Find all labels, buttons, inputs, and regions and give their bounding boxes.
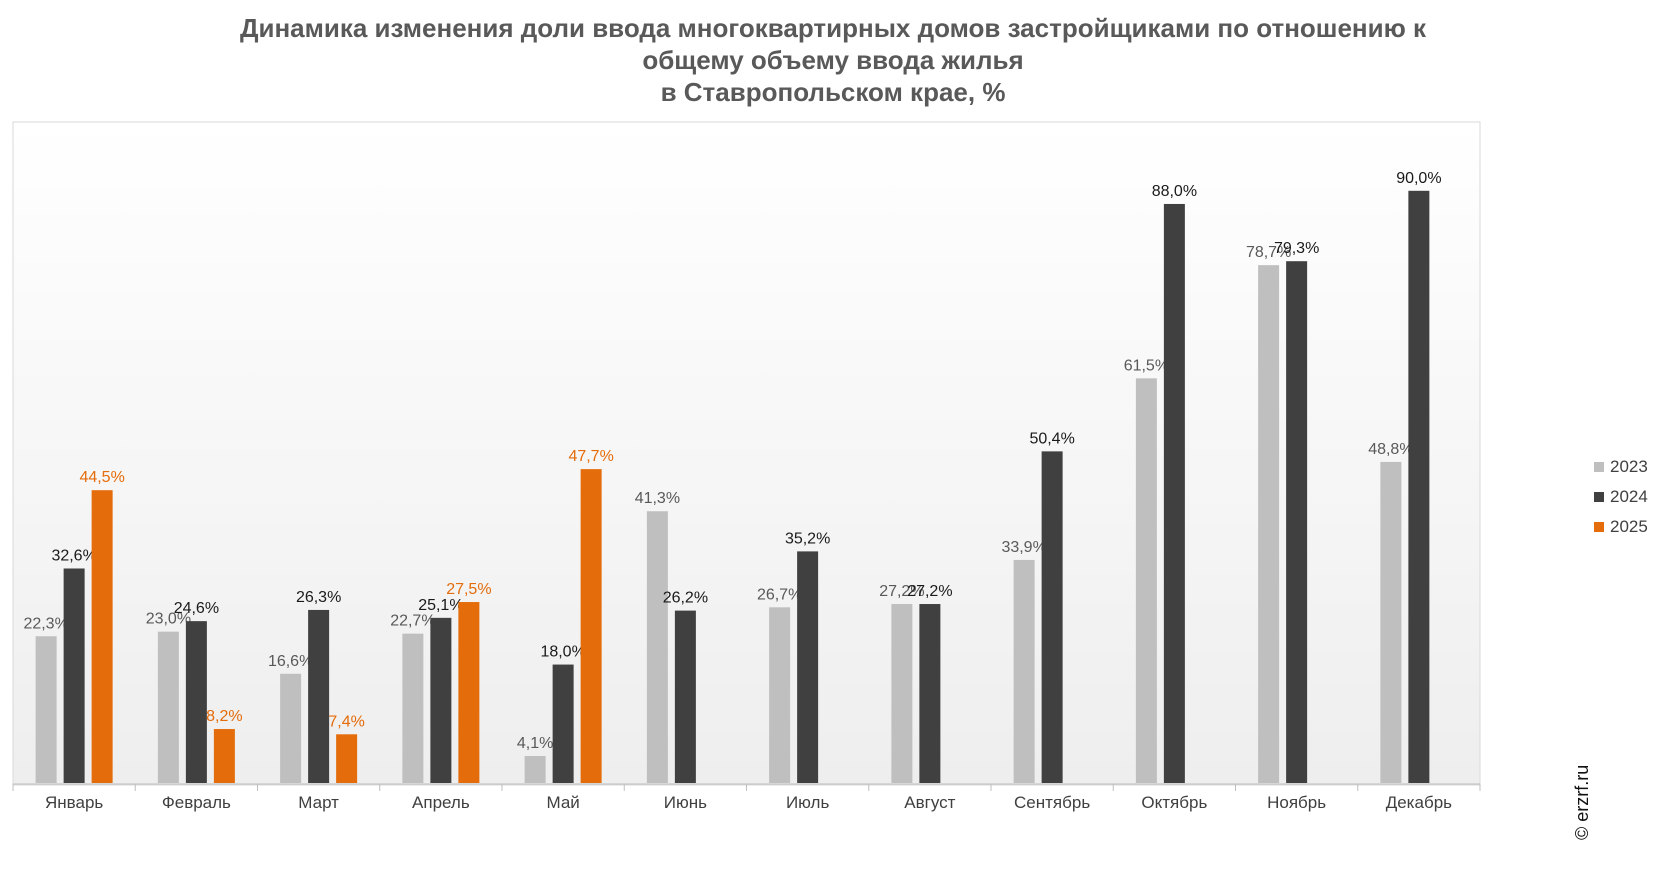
bar-2023 — [1380, 461, 1402, 783]
data-label-2023: 27,2% — [879, 583, 924, 600]
bar-2023 — [524, 756, 546, 783]
legend: 2023 2024 2025 — [1594, 452, 1664, 542]
title-line-2: общему объему ввода жилья — [642, 45, 1024, 75]
legend-swatch-2023 — [1594, 462, 1604, 472]
bar-2023 — [1258, 265, 1280, 783]
data-label-2025: 8,2% — [206, 708, 242, 725]
data-label-2024: 26,2% — [663, 590, 708, 607]
data-label-2023: 33,9% — [1001, 539, 1046, 556]
x-tick-label: Июнь — [664, 793, 707, 812]
legend-label-2025: 2025 — [1610, 517, 1648, 536]
data-label-2024: 26,3% — [296, 589, 341, 606]
data-label-2024: 25,1% — [418, 597, 463, 614]
title-line-1: Динамика изменения доли ввода многокварт… — [239, 13, 1427, 43]
data-label-2024: 18,0% — [540, 644, 585, 661]
x-tick-label: Октябрь — [1141, 793, 1207, 812]
data-label-2023: 4,1% — [517, 735, 553, 752]
data-label-2023: 48,8% — [1368, 441, 1413, 458]
bar-2023 — [1135, 378, 1157, 783]
bar-2025 — [91, 490, 113, 783]
data-label-2024: 27,2% — [907, 583, 952, 600]
legend-label-2024: 2024 — [1610, 487, 1648, 506]
x-tick-label: Июль — [786, 793, 830, 812]
watermark: © erzrf.ru — [1572, 764, 1592, 840]
title-line-3: в Ставропольском крае, % — [660, 77, 1006, 107]
bar-2024 — [308, 609, 330, 783]
bar-2024 — [1163, 203, 1185, 783]
data-label-2023: 61,5% — [1124, 357, 1169, 374]
data-label-2023: 26,7% — [757, 586, 802, 603]
plot-area — [12, 121, 1481, 786]
data-label-2024: 90,0% — [1396, 170, 1441, 187]
bar-2025 — [336, 734, 358, 783]
data-label-2025: 27,5% — [446, 581, 491, 598]
bar-2025 — [213, 729, 235, 783]
x-tick-label: Апрель — [412, 793, 470, 812]
bar-2023 — [1013, 559, 1035, 783]
x-tick-label: Сентябрь — [1014, 793, 1090, 812]
x-tick-label: Май — [546, 793, 579, 812]
data-label-2023: 78,7% — [1246, 244, 1291, 261]
bar-2024 — [674, 610, 696, 783]
data-label-2023: 22,7% — [390, 613, 435, 630]
data-label-2025: 44,5% — [79, 469, 124, 486]
data-label-2023: 23,0% — [146, 611, 191, 628]
bar-2024 — [552, 664, 574, 783]
bar-2023 — [280, 673, 302, 783]
bar-2023 — [891, 604, 913, 783]
bar-2023 — [646, 511, 668, 783]
data-label-2025: 7,4% — [328, 713, 364, 730]
bar-2025 — [458, 602, 480, 783]
data-label-2023: 22,3% — [23, 615, 68, 632]
legend-item-2025: 2025 — [1594, 512, 1664, 542]
legend-swatch-2025 — [1594, 522, 1604, 532]
legend-item-2024: 2024 — [1594, 482, 1664, 512]
bar-2023 — [402, 633, 424, 783]
bar-2024 — [430, 617, 452, 783]
bar-2023 — [769, 607, 791, 783]
x-tick-label: Март — [298, 793, 339, 812]
data-label-2024: 50,4% — [1029, 430, 1074, 447]
bar-2023 — [35, 636, 57, 783]
bar-2024 — [1408, 190, 1430, 784]
bar-2024 — [919, 604, 941, 783]
x-tick-label: Август — [904, 793, 955, 812]
bar-2024 — [1041, 451, 1063, 783]
data-label-2023: 16,6% — [268, 653, 313, 670]
legend-item-2023: 2023 — [1594, 452, 1664, 482]
bar-2024 — [797, 551, 819, 783]
x-tick-label: Декабрь — [1386, 793, 1452, 812]
chart-title: Динамика изменения доли ввода многокварт… — [0, 12, 1666, 108]
data-label-2024: 88,0% — [1152, 183, 1197, 200]
x-tick-label: Ноябрь — [1267, 793, 1326, 812]
data-label-2024: 32,6% — [51, 547, 96, 564]
data-label-2024: 79,3% — [1274, 240, 1319, 257]
bar-2023 — [157, 631, 179, 783]
x-tick-label: Февраль — [162, 793, 231, 812]
bar-2024 — [63, 568, 85, 783]
data-label-2025: 47,7% — [568, 448, 613, 465]
data-label-2024: 35,2% — [785, 530, 830, 547]
bar-2025 — [580, 469, 602, 783]
legend-label-2023: 2023 — [1610, 457, 1648, 476]
bar-2024 — [185, 621, 207, 783]
data-label-2024: 24,6% — [174, 600, 219, 617]
x-tick-label: Январь — [45, 793, 103, 812]
legend-swatch-2024 — [1594, 492, 1604, 502]
bar-2024 — [1286, 261, 1308, 783]
data-label-2023: 41,3% — [635, 490, 680, 507]
